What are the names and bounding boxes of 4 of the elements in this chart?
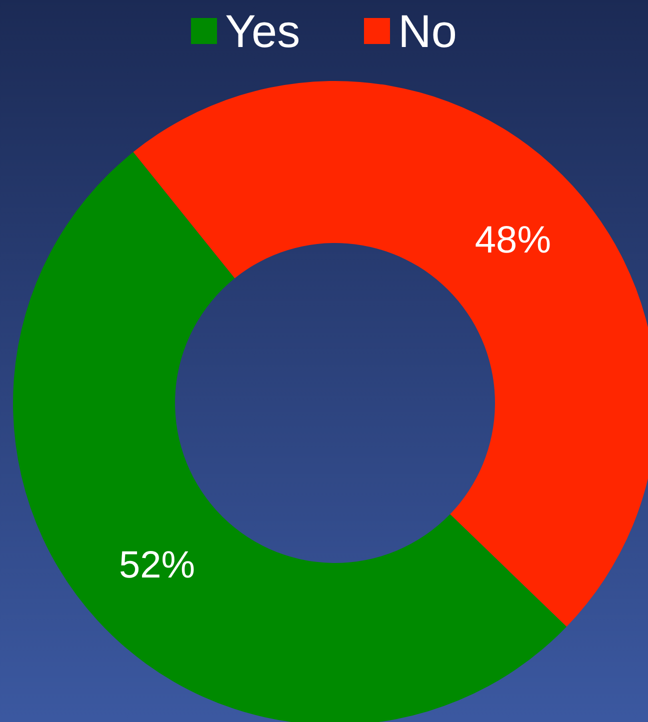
legend-label: No bbox=[398, 4, 457, 58]
legend-label: Yes bbox=[225, 4, 300, 58]
data-label: 48% bbox=[474, 219, 551, 262]
data-label: 52% bbox=[119, 544, 196, 587]
